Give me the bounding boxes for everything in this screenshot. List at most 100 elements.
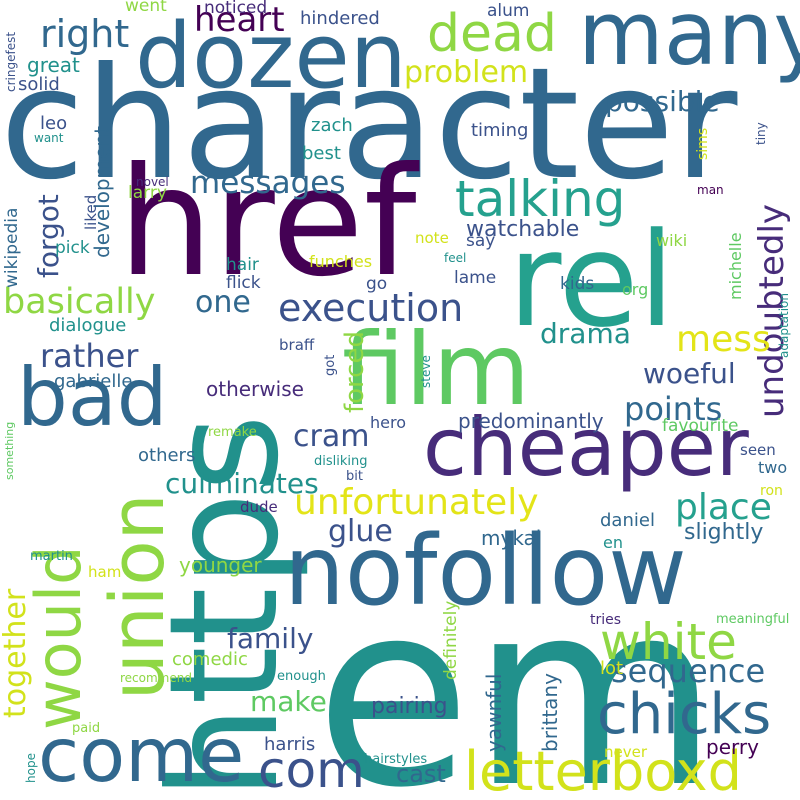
- word-tiny: tiny: [754, 122, 768, 145]
- word-dozen: dozen: [135, 4, 407, 109]
- word-cram: cram: [293, 419, 370, 454]
- word-dude: dude: [240, 498, 278, 516]
- word-kids: kids: [560, 274, 595, 294]
- word-dead: dead: [427, 4, 557, 64]
- word-right: right: [40, 12, 130, 56]
- word-white: white: [600, 613, 737, 671]
- word-younger: younger: [179, 553, 262, 577]
- word-funches: funches: [309, 252, 373, 271]
- word-paid: paid: [72, 721, 101, 736]
- word-mykal: mykal: [481, 526, 542, 550]
- word-noticed: noticed: [204, 0, 268, 18]
- word-family: family: [227, 622, 314, 655]
- word-cringefest: cringefest: [4, 31, 18, 92]
- word-lame: lame: [454, 268, 497, 288]
- word-note: note: [415, 229, 449, 247]
- word-tries: tries: [590, 612, 622, 628]
- word-together: together: [0, 588, 33, 718]
- word-adaptation: adaptation: [777, 293, 791, 358]
- word-flick: flick: [226, 273, 261, 293]
- word-hairstyles: hairstyles: [364, 752, 428, 767]
- word-union: union: [95, 493, 181, 700]
- word-development: development: [90, 126, 114, 258]
- word-novel: novel: [136, 175, 169, 189]
- word-talking: talking: [455, 170, 626, 228]
- word-com: com: [258, 741, 365, 799]
- word-feel: feel: [444, 251, 467, 265]
- word-sims: sims: [695, 127, 711, 160]
- word-make: make: [250, 685, 327, 718]
- word-otherwise: otherwise: [206, 377, 304, 401]
- word-culminates: culminates: [165, 467, 319, 500]
- word-martin: martin: [30, 549, 73, 564]
- word-timing: timing: [471, 120, 529, 141]
- word-recommend: recommend: [120, 671, 192, 685]
- word-ham: ham: [88, 563, 122, 581]
- word-hero: hero: [370, 413, 406, 432]
- word-chicks: chicks: [597, 682, 772, 747]
- word-wiki: wiki: [656, 231, 688, 250]
- word-em: em: [315, 547, 719, 800]
- word-predominantly: predominantly: [458, 409, 604, 433]
- word-larry: larry: [128, 183, 167, 203]
- word-glue: glue: [328, 514, 393, 549]
- word-daniel: daniel: [600, 510, 655, 531]
- word-favourite: favourite: [662, 416, 739, 436]
- word-perry: perry: [706, 735, 759, 759]
- word-would: would: [22, 545, 95, 730]
- word-bad: bad: [17, 351, 168, 444]
- word-watchable: watchable: [466, 217, 580, 242]
- word-zach: zach: [311, 115, 353, 136]
- word-many: many: [578, 0, 800, 85]
- word-comedic: comedic: [172, 649, 248, 670]
- word-definitely: definitely: [441, 600, 461, 680]
- word-went: went: [125, 0, 167, 16]
- word-liked: liked: [82, 194, 100, 230]
- word-rather: rather: [40, 337, 139, 375]
- word-forgot: forgot: [32, 194, 65, 278]
- word-lot: lot: [600, 658, 624, 679]
- word-remake: remake: [208, 425, 257, 440]
- word-slightly: slightly: [684, 520, 764, 545]
- word-best: best: [302, 143, 341, 164]
- word-film: film: [342, 311, 531, 428]
- word-problem: problem: [404, 55, 529, 90]
- word-never: never: [604, 743, 648, 761]
- word-hindered: hindered: [300, 8, 380, 29]
- word-yawnful: yawnful: [482, 673, 506, 752]
- word-solid: solid: [18, 74, 60, 95]
- word-got: got: [323, 354, 338, 376]
- word-come: come: [38, 711, 245, 799]
- word-forced: forced: [340, 331, 370, 413]
- word-basically: basically: [3, 282, 156, 322]
- word-hair: hair: [226, 255, 259, 275]
- word-steve: steve: [419, 355, 433, 388]
- word-character: character: [0, 35, 738, 214]
- word-enough: enough: [277, 669, 326, 684]
- word-alum: alum: [487, 1, 530, 21]
- word-messages: messages: [190, 165, 346, 201]
- word-sequence: sequence: [611, 652, 766, 690]
- word-pairing: pairing: [371, 694, 448, 719]
- word-cast: cast: [396, 760, 446, 788]
- word-say: say: [466, 231, 496, 251]
- word-disliking: disliking: [314, 454, 368, 469]
- word-something: something: [3, 421, 16, 480]
- word-letterboxd: letterboxd: [464, 740, 742, 800]
- word-man: man: [697, 183, 724, 197]
- word-heart: heart: [194, 0, 285, 40]
- word-want: want: [34, 131, 64, 145]
- word-brittany: brittany: [538, 673, 562, 752]
- word-go: go: [366, 274, 388, 294]
- word-nofollow: nofollow: [284, 515, 687, 627]
- word-gabrielle: gabrielle: [54, 371, 133, 392]
- word-braff: braff: [279, 336, 315, 354]
- word-woeful: woeful: [643, 357, 736, 390]
- word-execution: execution: [278, 286, 464, 330]
- word-meaningful: meaningful: [716, 612, 790, 627]
- word-place: place: [675, 487, 772, 528]
- word-dialogue: dialogue: [49, 315, 127, 336]
- word-two: two: [758, 458, 788, 477]
- word-cheaper: cheaper: [423, 401, 749, 494]
